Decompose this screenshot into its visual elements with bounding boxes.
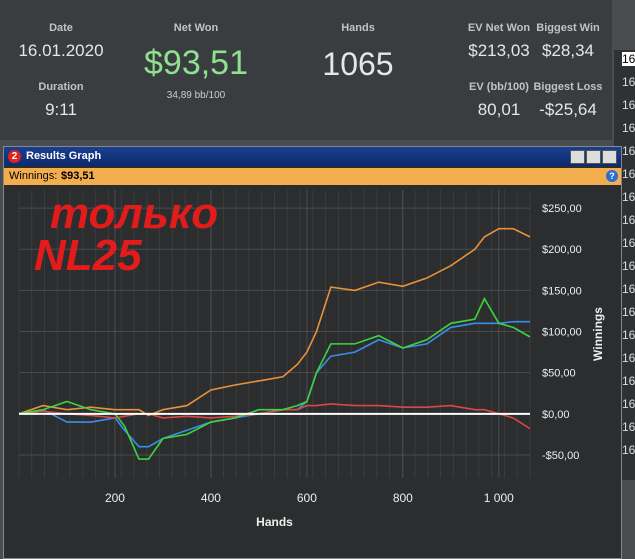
side-cell: 16 [622,167,635,181]
stat-label: Net Won [173,22,219,34]
stat-value: 9:11 [45,100,77,119]
side-cell: 16 [622,305,635,319]
y-tick-label: $50,00 [542,368,576,380]
side-cell: 16 [622,121,635,135]
stats-panel: Date 16.01.2020 Duration 9:11 Net Won $9… [0,0,612,140]
close-button[interactable] [602,150,617,164]
stat-value: $213,03 [468,41,530,60]
side-cell: 16 [622,351,635,365]
side-cell: 16 [622,397,635,411]
x-tick-label: 200 [105,491,125,505]
y-tick-label: -$50,00 [542,450,579,462]
stat-label: EV (bb/100) [469,81,529,93]
side-cell: 16 [622,328,635,342]
y-tick-label: $100,00 [542,327,582,339]
side-cell: 16 [622,236,635,250]
series-line [18,227,531,417]
annotation: только [50,189,218,238]
hands-value: 1065 [322,46,394,82]
y-axis-title: Winnings [591,307,605,361]
y-tick-label: $200,00 [542,244,582,256]
help-button[interactable]: ? [606,170,618,182]
side-cell: 16 [622,98,635,112]
stat-label: Biggest Loss [533,81,603,93]
side-cell: 16 [622,420,635,434]
stat-label: EV Net Won [467,22,531,34]
side-cell: 16 [622,190,635,204]
x-tick-label: 1 000 [484,491,514,505]
net-won-value: $93,51 [144,44,248,82]
window-title: Results Graph [26,150,102,162]
minimize-button[interactable] [570,150,585,164]
x-tick-label: 800 [393,491,413,505]
annotation: NL25 [34,231,142,280]
x-tick-label: 400 [201,491,221,505]
series-line [18,403,531,430]
stat-label: Duration [38,81,84,93]
stat-value: $28,34 [542,41,594,60]
stat-label: Biggest Win [536,22,600,34]
stat-value: 16.01.2020 [18,41,104,60]
stat-sub: 34,89 bb/100 [166,90,226,101]
winnings-bar: Winnings: $93,51 ? [4,168,621,185]
stat-label: Date [49,22,73,34]
badge: 2 [8,150,21,163]
side-cell: 16 [622,52,635,66]
stat-label: Hands [341,22,375,34]
x-tick-label: 600 [297,491,317,505]
stat-value: -$25,64 [539,100,597,119]
title-bar: 2 Results Graph [4,147,621,166]
side-cell: 16 [622,144,635,158]
side-cell: 16 [622,213,635,227]
maximize-button[interactable] [586,150,601,164]
chart: -$50,00 $0,00 $50,00 $100,00 $150,00 $200,00 $… [18,189,605,529]
side-cell: 16 [622,75,635,89]
winnings-label: Winnings: [9,170,58,182]
winnings-value: $93,51 [61,170,95,182]
y-tick-label: $250,00 [542,203,582,215]
side-cell: 16 [622,443,635,457]
side-cell: 16 [622,259,635,273]
x-axis-title: Hands [256,515,293,529]
stat-value: 80,01 [477,100,521,119]
y-tick-label: $0,00 [542,409,570,421]
side-cell: 16 [622,374,635,388]
y-tick-label: $150,00 [542,285,582,297]
side-cell: 16 [622,282,635,296]
series-line [18,296,531,460]
